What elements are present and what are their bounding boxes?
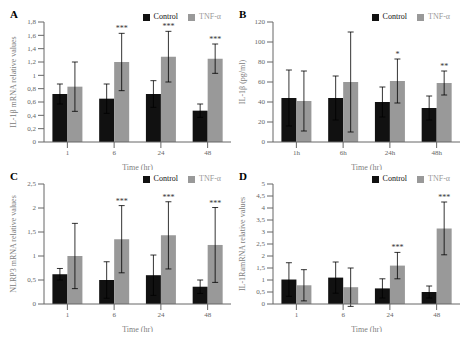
svg-text:Time (hr): Time (hr)	[351, 163, 382, 170]
svg-text:NLRP3 mRNA relative values: NLRP3 mRNA relative values	[9, 195, 18, 293]
svg-text:48: 48	[204, 311, 212, 319]
html-text:TNF-α: TNF-α	[428, 12, 450, 21]
html-text:B: B	[239, 8, 247, 20]
svg-text:0: 0	[33, 138, 37, 146]
svg-text:0: 0	[262, 138, 266, 146]
svg-text:48: 48	[204, 149, 212, 157]
svg-text:48: 48	[433, 311, 441, 319]
svg-text:***: ***	[438, 193, 450, 202]
svg-text:IL-1β (pg/ml): IL-1β (pg/ml)	[238, 60, 247, 105]
svg-text:0,6: 0,6	[27, 98, 36, 106]
svg-text:5: 5	[262, 180, 266, 188]
svg-text:4: 4	[262, 204, 266, 212]
svg-text:1: 1	[262, 276, 266, 284]
svg-text:24: 24	[157, 149, 165, 157]
svg-text:2: 2	[262, 252, 266, 260]
svg-text:Time (hr): Time (hr)	[351, 325, 382, 332]
svg-text:1: 1	[295, 311, 299, 319]
svg-text:***: ***	[162, 22, 174, 31]
html-text:C: C	[10, 170, 18, 182]
svg-text:0: 0	[262, 300, 266, 308]
svg-text:Time (hr): Time (hr)	[122, 325, 153, 332]
svg-text:1h: 1h	[293, 149, 301, 157]
svg-text:1,5: 1,5	[256, 264, 265, 272]
svg-text:1: 1	[66, 311, 70, 319]
svg-text:1: 1	[33, 252, 37, 260]
html-text:Control: Control	[382, 12, 407, 21]
html-text:Control: Control	[153, 12, 178, 21]
svg-text:***: ***	[162, 193, 174, 202]
svg-text:20: 20	[258, 118, 266, 126]
html-text:TNF-α: TNF-α	[428, 174, 450, 183]
svg-text:100: 100	[255, 38, 266, 46]
svg-text:*: *	[395, 50, 399, 59]
svg-text:4,5: 4,5	[256, 192, 265, 200]
svg-text:40: 40	[258, 98, 266, 106]
svg-text:1,4: 1,4	[27, 45, 36, 53]
html-text:TNF-α: TNF-α	[199, 174, 221, 183]
svg-text:0,4: 0,4	[27, 112, 36, 120]
svg-text:1,8: 1,8	[27, 18, 36, 26]
html-text:D: D	[239, 170, 247, 182]
svg-text:IL-1RamRNA relative values: IL-1RamRNA relative values	[238, 197, 247, 291]
svg-text:**: **	[440, 62, 448, 71]
svg-text:24: 24	[386, 311, 394, 319]
svg-text:1,5: 1,5	[27, 228, 36, 236]
svg-text:24: 24	[157, 311, 165, 319]
svg-text:3,5: 3,5	[256, 216, 265, 224]
svg-text:0,8: 0,8	[27, 85, 36, 93]
svg-text:60: 60	[258, 78, 266, 86]
svg-text:***: ***	[209, 35, 221, 44]
svg-text:0: 0	[33, 300, 37, 308]
svg-text:6: 6	[341, 311, 345, 319]
svg-text:24h: 24h	[385, 149, 396, 157]
svg-text:***: ***	[116, 24, 128, 33]
svg-text:3: 3	[262, 228, 266, 236]
svg-text:Time (hr): Time (hr)	[122, 163, 153, 170]
svg-text:0,2: 0,2	[27, 125, 36, 133]
html-text:Control: Control	[382, 174, 407, 183]
html-text:Control: Control	[153, 174, 178, 183]
svg-text:***: ***	[209, 199, 221, 208]
svg-text:1,2: 1,2	[27, 58, 36, 66]
svg-text:6: 6	[112, 311, 116, 319]
svg-text:48h: 48h	[431, 149, 442, 157]
svg-text:2: 2	[33, 204, 37, 212]
svg-text:IL-1β mRNA relative values: IL-1β mRNA relative values	[9, 36, 18, 127]
svg-text:6h: 6h	[340, 149, 348, 157]
svg-text:1,6: 1,6	[27, 32, 36, 40]
html-text:TNF-α: TNF-α	[199, 12, 221, 21]
html-text:A: A	[10, 8, 18, 20]
svg-text:0,5: 0,5	[256, 288, 265, 296]
svg-text:120: 120	[255, 18, 266, 26]
svg-text:1: 1	[66, 149, 70, 157]
svg-text:2,5: 2,5	[27, 180, 36, 188]
svg-text:6: 6	[112, 149, 116, 157]
svg-text:0,5: 0,5	[27, 276, 36, 284]
svg-text:1: 1	[33, 72, 37, 80]
svg-text:***: ***	[391, 243, 403, 252]
svg-text:80: 80	[258, 58, 266, 66]
svg-text:***: ***	[116, 197, 128, 206]
svg-text:2,5: 2,5	[256, 240, 265, 248]
